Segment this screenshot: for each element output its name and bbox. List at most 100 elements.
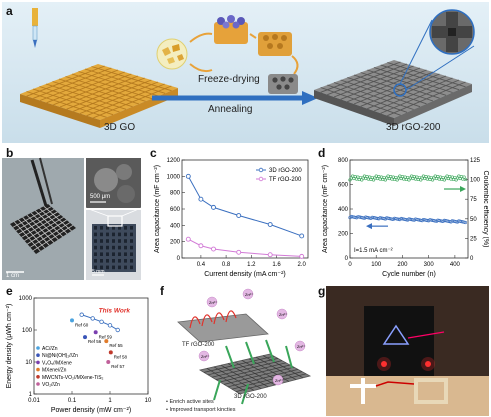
x-axis-label: Cycle number (n) (382, 271, 436, 278)
panel-f-label: f (160, 284, 164, 298)
go-lattice (20, 64, 178, 128)
series-line-1 (187, 176, 302, 237)
bullet-item: • Enrich active sites (166, 399, 214, 405)
efficiency-point (462, 175, 466, 179)
this-work-point (79, 312, 84, 317)
y-tick-label: 600 (170, 207, 181, 213)
panel-a: a (2, 2, 489, 143)
panel-e: e 0.01 0.1 1 10 1 10 100 1000 Power density (mW … (2, 284, 152, 416)
x-tick-label: 0.4 (197, 262, 206, 268)
legend-marker (258, 176, 264, 182)
y-right-tick-label: 75 (470, 197, 477, 203)
legend-label: 3D rGO-200 (269, 168, 302, 174)
zn-ion-icons (198, 288, 306, 386)
scale-bar-main: 1 cm (6, 273, 20, 279)
pipette-icon (32, 8, 38, 48)
capacitance-arrowhead (366, 223, 372, 230)
panel-e-label: e (6, 284, 13, 298)
panel-f-bullets: • Enrich active sites • Improved transpo… (166, 398, 236, 414)
legend-label: TF rGO-200 (269, 177, 302, 183)
data-point (211, 246, 216, 252)
legend-label: V₂O₅//MXene (42, 360, 72, 366)
series-line-2 (188, 238, 302, 257)
panel-b: b 1 cm 500 μm 5 mm (2, 146, 143, 282)
bullet-item: • Improved transport kincties (166, 407, 236, 413)
3d-label: 3D rGO-200 (234, 394, 267, 400)
legend-label: Ni@Ni(OH)₂//Zn (42, 353, 78, 359)
panel-a-illustration (20, 8, 475, 128)
x-tick-label: 0.01 (28, 398, 40, 404)
scale-bar-sem: 500 μm (90, 194, 111, 200)
legend-marker (258, 167, 264, 173)
honeycomb-ice-icon (214, 15, 248, 44)
legend-marker (36, 382, 40, 386)
ref-point (108, 350, 113, 355)
y-right-tick-label: 100 (470, 178, 481, 184)
x-tick-label: 0.1 (68, 398, 77, 404)
ref-point (83, 335, 88, 340)
panel-c: c 0.4 0.8 1.2 1.6 2.0 0 200 400 600 800 1000 1200 Cu… (150, 146, 312, 282)
plot-frame (349, 159, 469, 259)
capacitance-point (463, 220, 467, 225)
svg-text:Zn²⁺: Zn²⁺ (275, 378, 283, 383)
ref-point (104, 339, 109, 344)
rgo-lattice (314, 60, 472, 126)
y-tick-label: 400 (338, 207, 349, 213)
this-work-label: This Work (99, 308, 131, 315)
y-tick-label: 1200 (167, 158, 181, 164)
x-tick-label: 300 (424, 262, 435, 268)
data-point (198, 243, 204, 249)
y-tick-label: 800 (338, 158, 349, 164)
ref-label: Ref 59 (99, 334, 113, 339)
chart-d: 0 100 200 300 400 0 200 400 600 800 0 25 50 75 100 125 C… (322, 158, 489, 278)
x-axis-label: Current density (mA cm⁻²) (204, 271, 286, 278)
legend-label: MXene//Zn (42, 368, 67, 374)
panel-a-label: a (6, 4, 13, 18)
legend-label: MWCNTs-VO₂//MXene-TiS₂ (42, 375, 104, 381)
data-point (299, 233, 305, 239)
legend-label: AC//Zn (42, 346, 58, 352)
capacitance-point (462, 220, 466, 224)
y-right-tick-label: 50 (470, 217, 477, 223)
panel-b-photos (2, 157, 142, 280)
x-tick-label: 0 (348, 262, 352, 268)
legend-marker (36, 353, 40, 357)
legend-marker (36, 346, 40, 350)
data-point (299, 253, 305, 259)
x-tick-label: 1 (108, 398, 112, 404)
ref-label: Ref 60 (75, 322, 89, 327)
tf-label: TF rGO-200 (182, 342, 215, 348)
efficiency-arrowhead (460, 186, 466, 193)
legend-marker (36, 360, 40, 365)
ref-point (70, 318, 74, 323)
data-point (185, 236, 191, 242)
this-work-point (107, 323, 113, 328)
arrow-bottom-label: Annealing (208, 104, 253, 115)
y-axis-label: Energy density (μWh cm⁻²) (6, 304, 13, 389)
y-axis-label: Area capacitance (mF cm⁻²) (322, 165, 329, 253)
panel-c-label: c (150, 146, 157, 160)
current-annotation: I=1.5 mA cm⁻² (354, 248, 393, 254)
y-tick-label: 1000 (19, 296, 33, 302)
process-arrow (152, 91, 318, 105)
chart-c: 0.4 0.8 1.2 1.6 2.0 0 200 400 600 800 1000 1200 Curr… (154, 158, 309, 278)
this-work-point (99, 319, 104, 325)
y-tick-label: 1 (29, 392, 33, 398)
go-label: 3D GO (104, 122, 136, 133)
panel-g: g (318, 284, 489, 416)
legend-marker (36, 375, 40, 379)
rgo-zoom-inset (399, 9, 475, 91)
this-work-point (90, 316, 95, 321)
data-point (236, 213, 242, 218)
y-tick-label: 200 (170, 240, 181, 246)
data-point (236, 249, 242, 255)
x-tick-label: 0.8 (222, 262, 231, 268)
scale-bar-inset: 5 mm (92, 269, 105, 275)
y-tick-label: 1000 (167, 174, 181, 180)
y-tick-label: 600 (338, 183, 349, 189)
panel-f-illustration: Zn²⁺ Zn²⁺ Zn²⁺ Zn²⁺ Zn²⁺ Zn²⁺ (177, 288, 312, 405)
efficiency-point (463, 177, 467, 182)
data-point (211, 204, 216, 210)
x-tick-label: 10 (145, 398, 152, 404)
